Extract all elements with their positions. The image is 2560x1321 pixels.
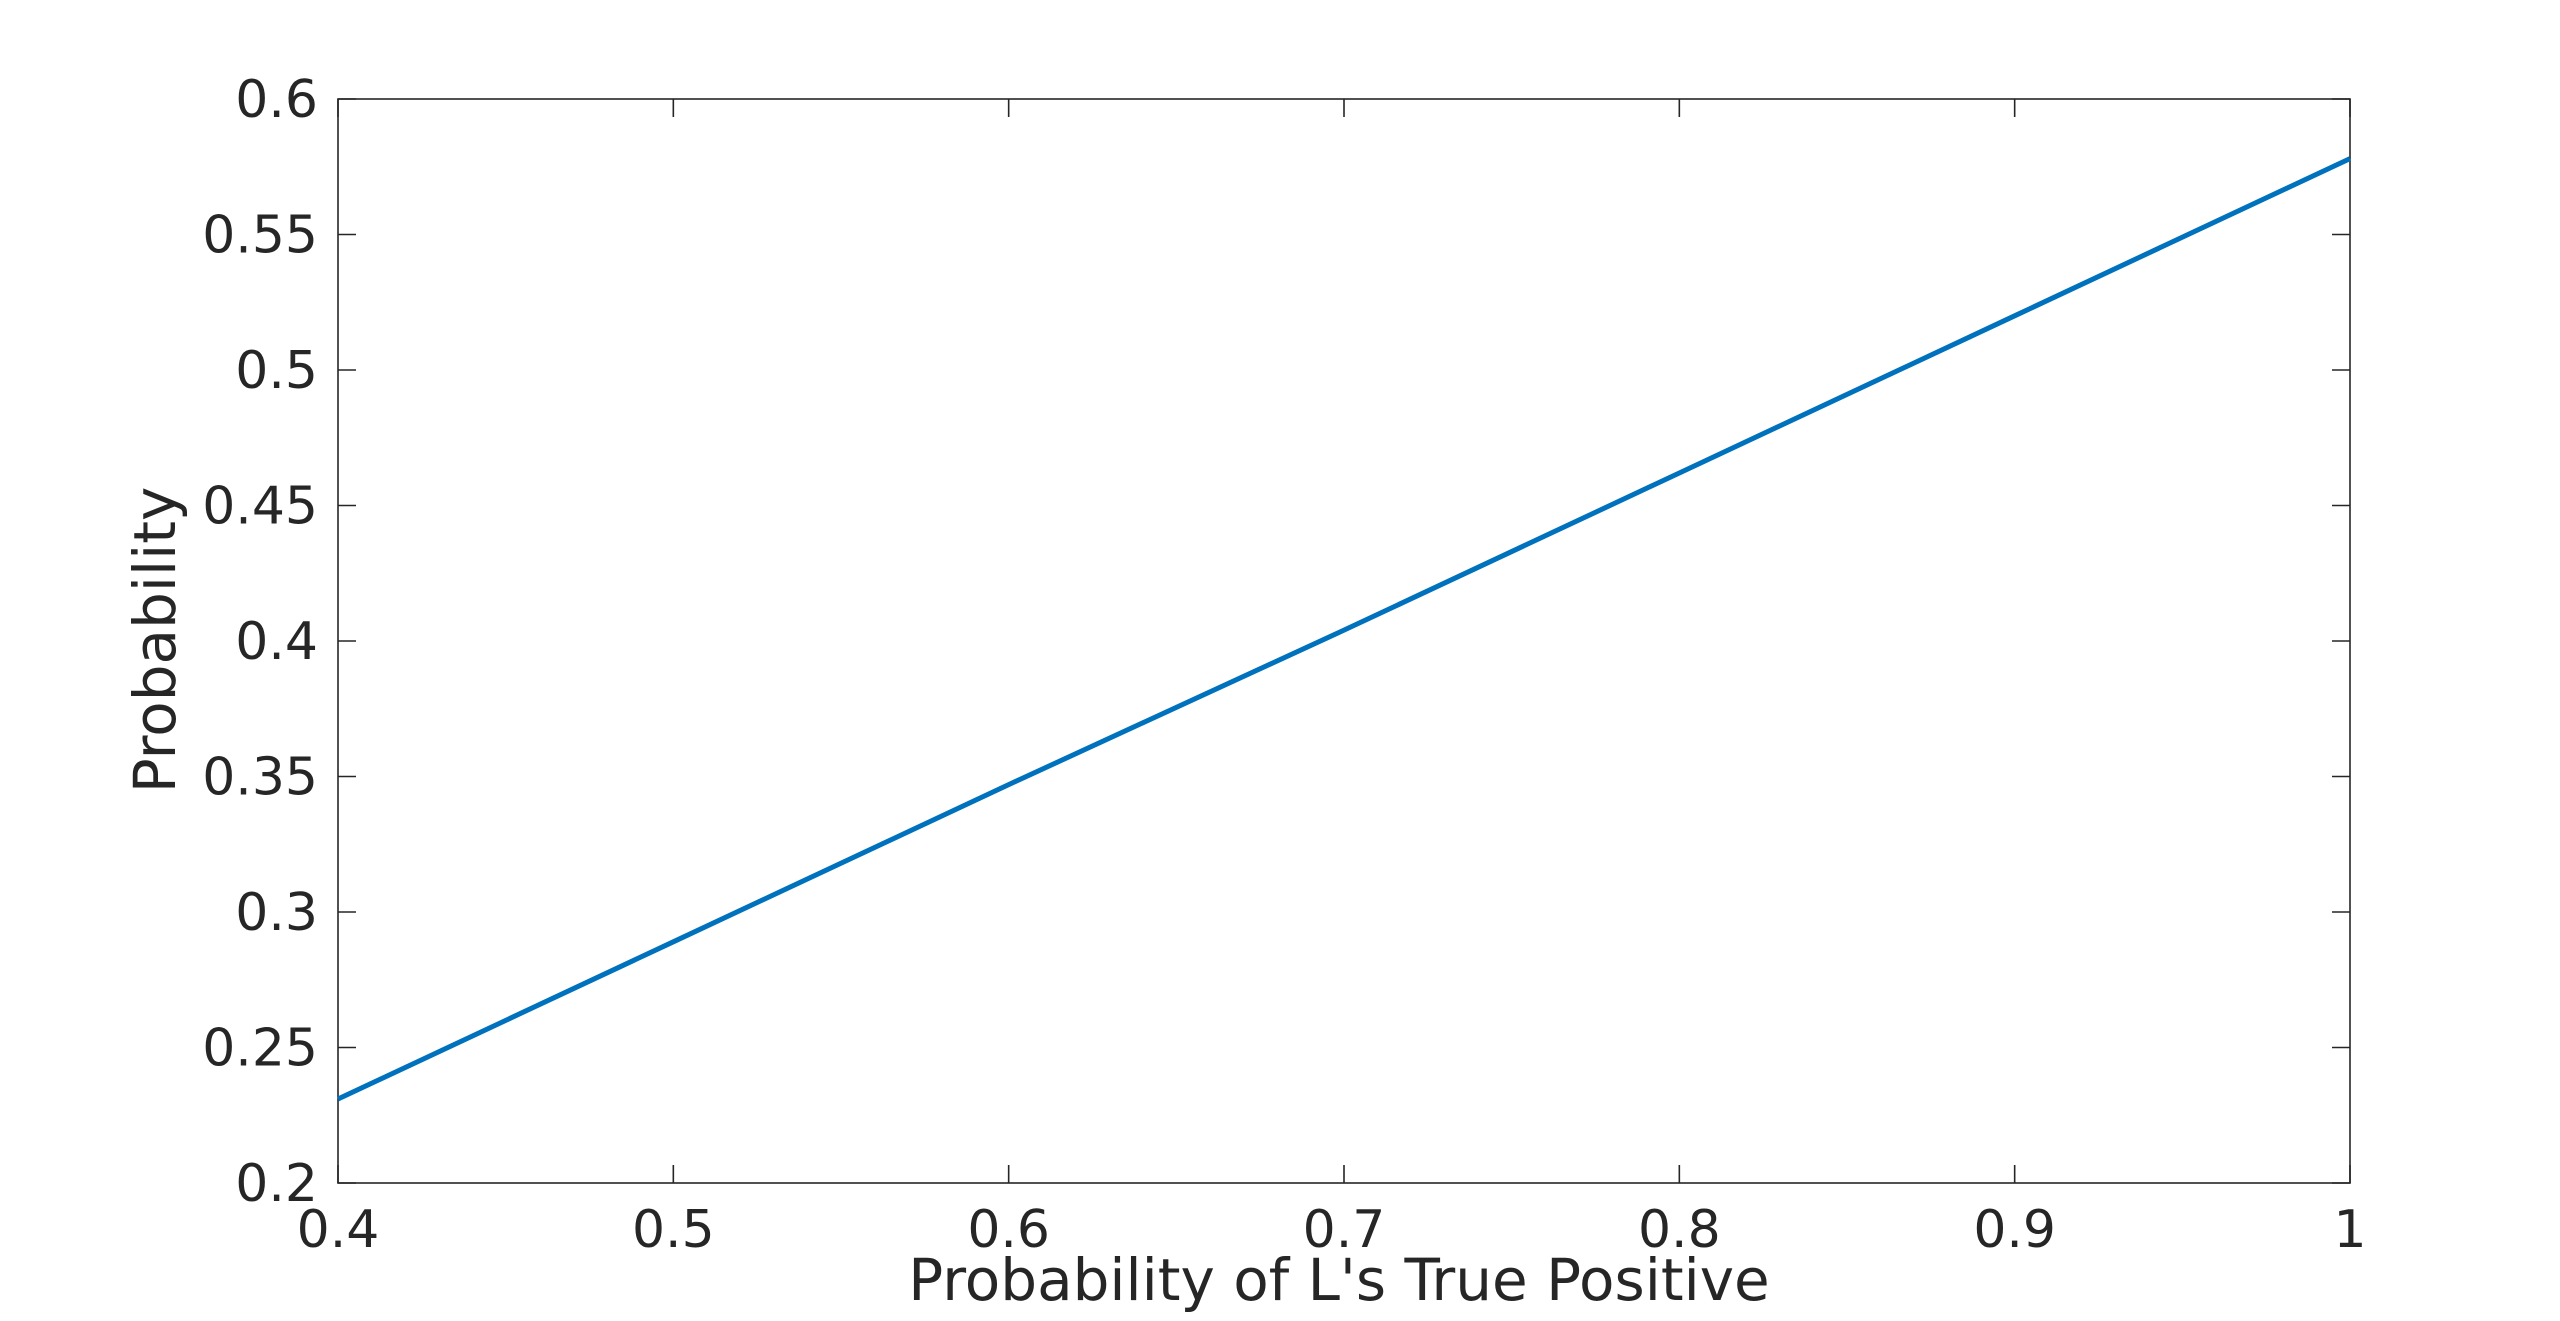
x-tick-label: 0.9 (1973, 1200, 2056, 1260)
plot-area (337, 98, 2351, 1184)
x-axis-label: Probability of L's True Positive (908, 1246, 1770, 1314)
series-layer (336, 156, 2352, 1102)
x-tick-label: 1 (2333, 1200, 2366, 1260)
y-tick-label: 0.6 (235, 70, 318, 130)
y-tick-label: 0.45 (202, 477, 318, 537)
ticks-layer: 0.4 0.5 0.6 0.7 0.8 0.9 1 0.2 0.25 0.3 0.35 0.4 0.45… (202, 70, 2366, 1260)
y-tick-label: 0.2 (235, 1154, 318, 1214)
y-tick-label: 0.55 (202, 206, 318, 266)
y-axis-label: Probability (121, 487, 189, 794)
y-tick-label: 0.3 (235, 883, 318, 943)
y-tick-label: 0.25 (202, 1019, 318, 1079)
plot-box (337, 98, 2351, 1184)
x-tick-label: 0.7 (1303, 1200, 1386, 1260)
x-tick-label: 0.8 (1638, 1200, 1721, 1260)
series-line (336, 156, 2352, 1102)
x-tick-label: 0.6 (967, 1200, 1050, 1260)
y-tick-label: 0.5 (235, 341, 318, 401)
y-tick-label: 0.4 (235, 612, 318, 672)
x-tick-label: 0.4 (297, 1200, 380, 1260)
y-tick-label: 0.35 (202, 748, 318, 808)
x-tick-label: 0.5 (632, 1200, 715, 1260)
